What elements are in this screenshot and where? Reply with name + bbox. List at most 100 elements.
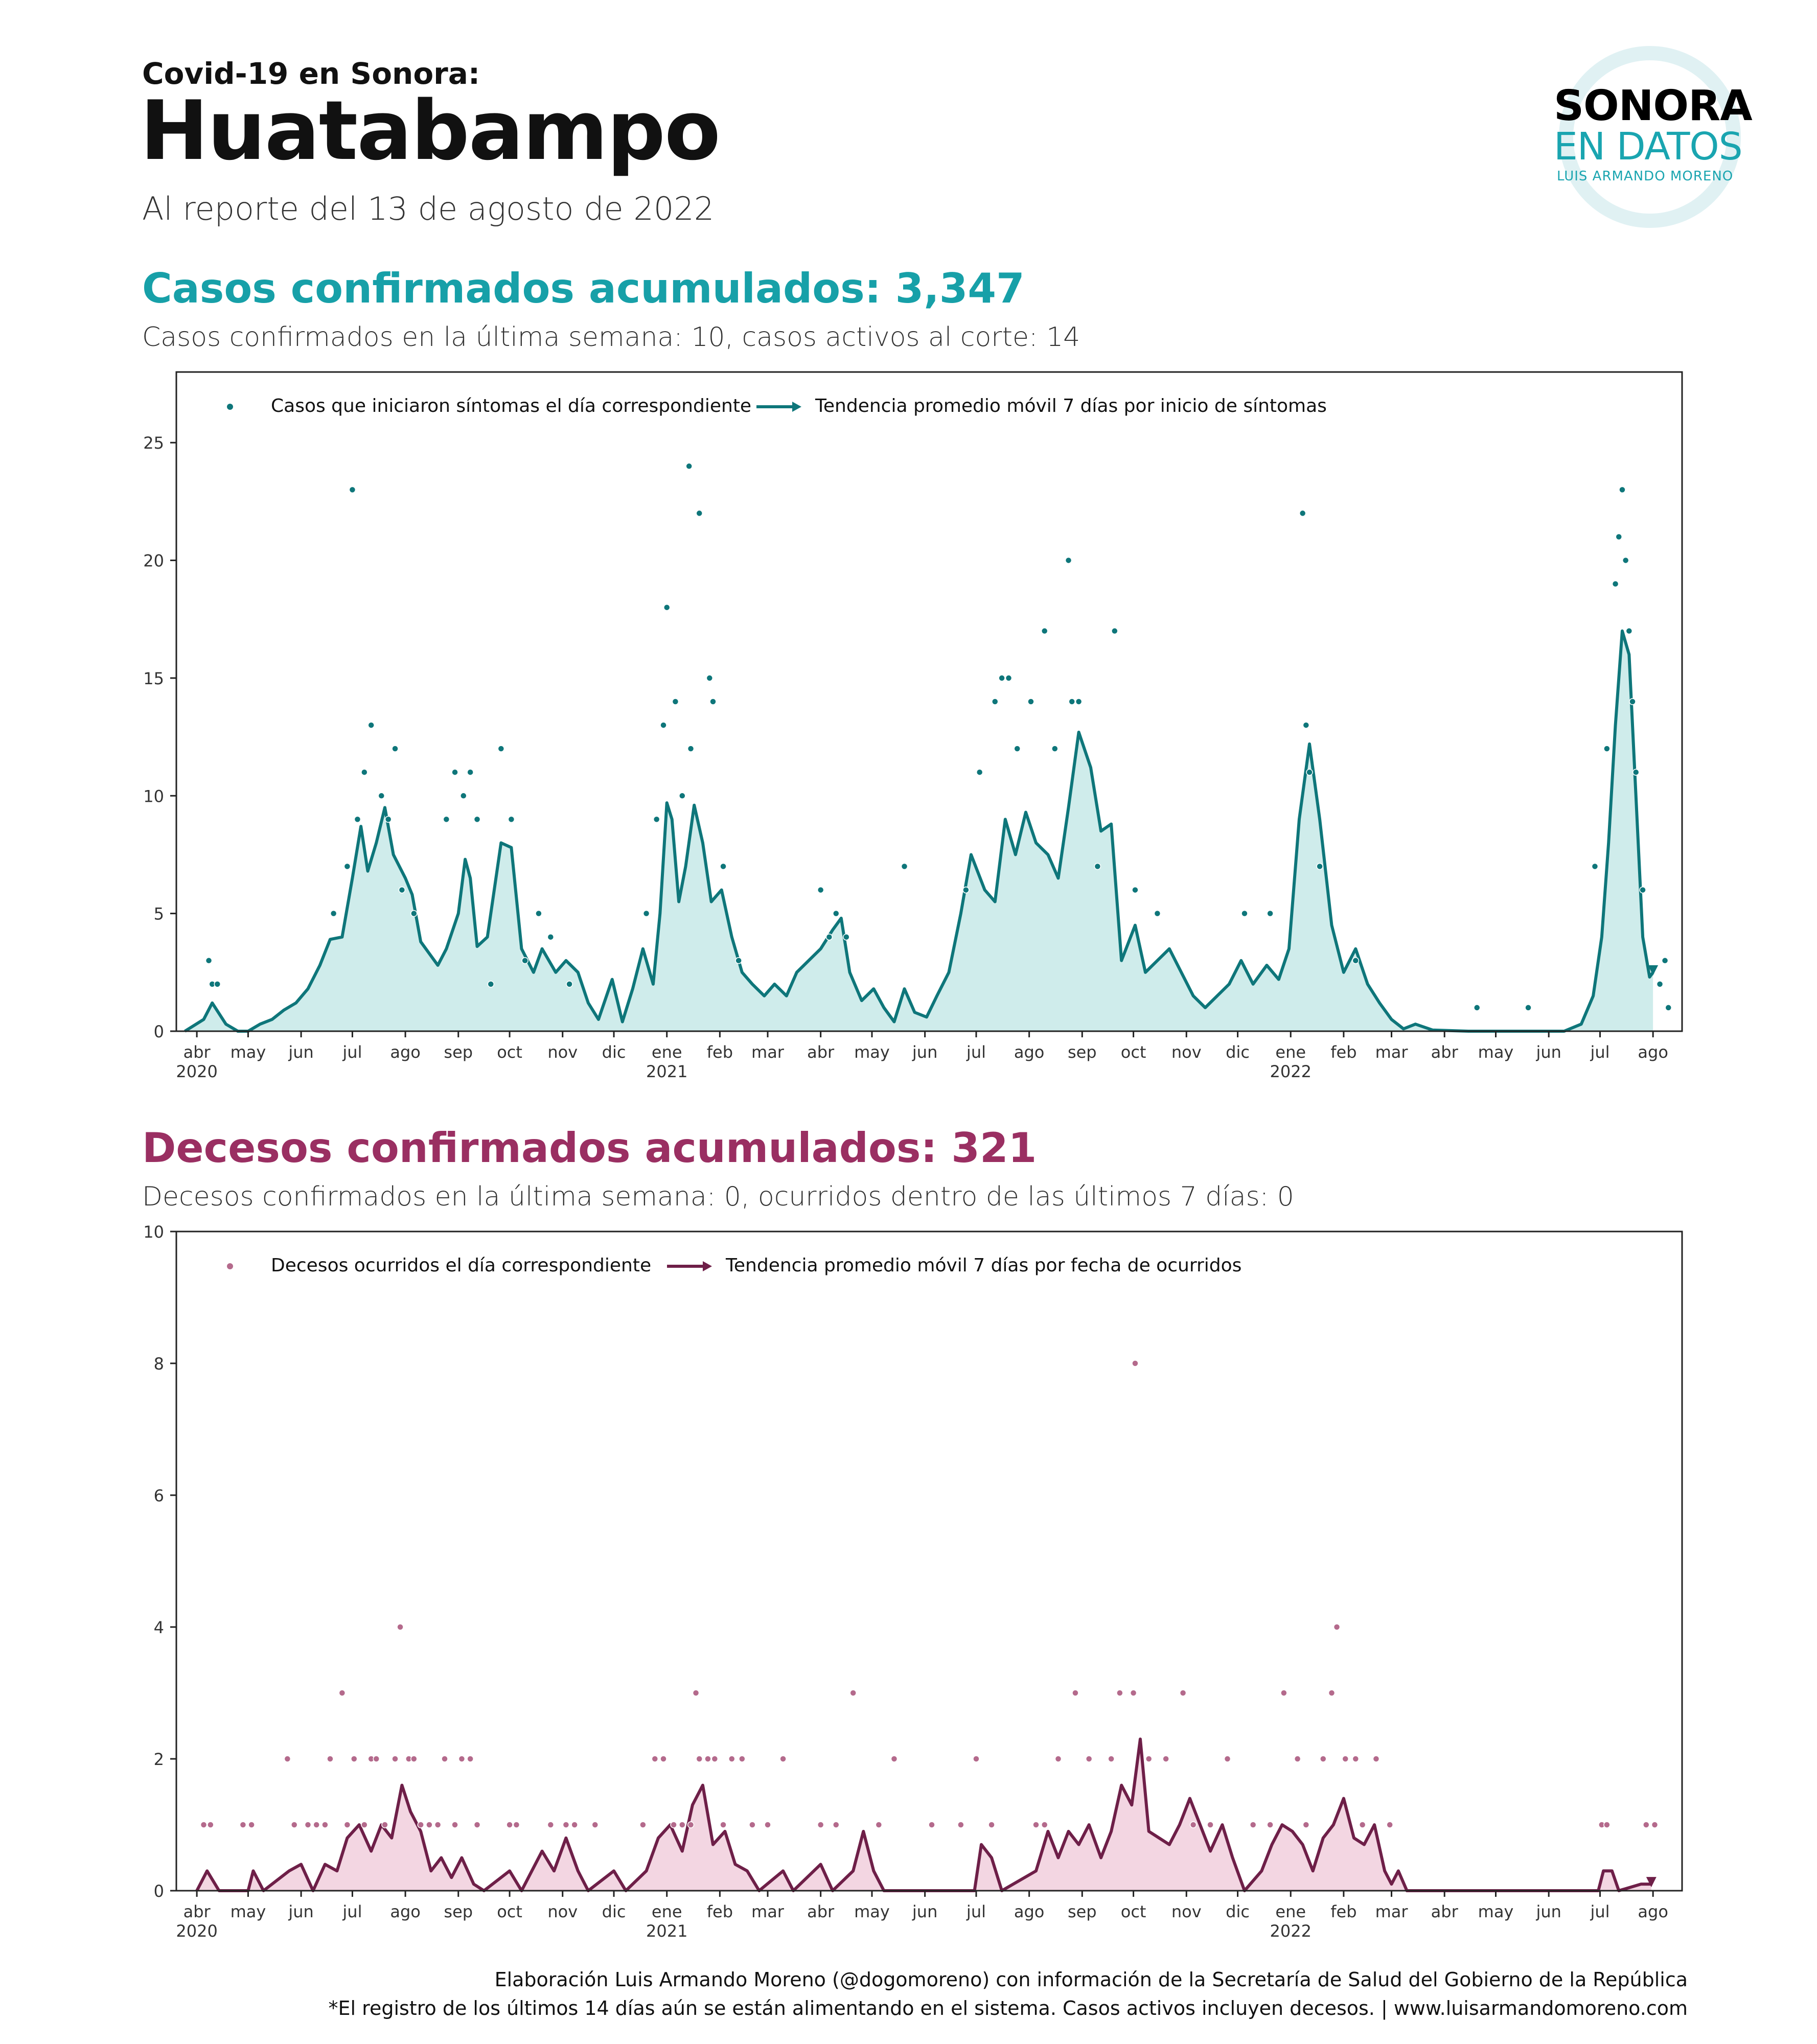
x-tick-label: nov: [547, 1042, 578, 1062]
x-tick-label: feb: [707, 1902, 733, 1921]
deaths-subtitle: Decesos confirmados en la última semana:…: [142, 1181, 1294, 1212]
data-point: [354, 816, 361, 823]
data-point: [1661, 957, 1669, 964]
data-point: [1132, 886, 1139, 894]
data-point: [591, 1821, 599, 1828]
data-point: [562, 1821, 570, 1828]
data-point: [779, 1755, 787, 1762]
x-tick-label: ago: [1638, 1902, 1668, 1921]
data-point: [728, 1755, 735, 1762]
legend-label-trend: Tendencia promedio móvil 7 días por fech…: [725, 1255, 1241, 1276]
data-point: [843, 933, 850, 941]
data-point: [467, 1755, 474, 1762]
x-tick-label: abr: [807, 1042, 835, 1062]
y-tick-label: 6: [154, 1486, 164, 1505]
data-point: [735, 957, 742, 964]
cases-trend-line: [184, 629, 1659, 1033]
x-tick-year: 2022: [1270, 1062, 1312, 1081]
data-point: [1603, 745, 1611, 752]
data-point: [1333, 1623, 1341, 1631]
x-tick-label: dic: [1226, 1902, 1250, 1921]
data-point: [1154, 910, 1161, 917]
data-point: [381, 1821, 388, 1828]
data-point: [321, 1821, 329, 1828]
data-point: [720, 1821, 727, 1828]
trend-area: [185, 631, 1653, 1031]
data-point: [487, 981, 495, 988]
legend-arrow-icon: [703, 1261, 712, 1271]
cases-legend: Casos que iniciaron síntomas el día corr…: [227, 396, 1327, 416]
data-point: [825, 933, 833, 941]
data-point: [434, 1821, 442, 1828]
data-point: [1306, 769, 1313, 776]
data-point: [304, 1821, 312, 1828]
y-tick-label: 25: [143, 433, 164, 453]
x-tick-label: ene: [652, 1042, 682, 1062]
x-tick-year: 2021: [646, 1062, 687, 1081]
cases-subtitle: Casos confirmados en la última semana: 1…: [142, 322, 1080, 353]
data-point: [687, 1821, 695, 1828]
data-point: [521, 957, 528, 964]
data-point: [513, 1821, 520, 1828]
data-point: [660, 722, 667, 729]
data-point: [1639, 886, 1646, 894]
x-tick-label: ene: [652, 1902, 682, 1921]
data-point: [571, 1821, 578, 1828]
data-point: [957, 1821, 964, 1828]
footer-note: *El registro de los últimos 14 días aún …: [328, 1997, 1688, 2019]
legend-label-trend: Tendencia promedio móvil 7 días por inic…: [815, 396, 1327, 416]
logo-line-3: LUIS ARMANDO MORENO: [1557, 169, 1734, 184]
data-point: [378, 792, 385, 800]
data-point: [205, 957, 213, 964]
x-tick-label: dic: [1226, 1042, 1250, 1062]
deaths-area-fill: [197, 1739, 1651, 1891]
data-point: [1299, 509, 1306, 517]
x-tick-year: 2021: [646, 1921, 687, 1941]
data-point: [1656, 981, 1664, 988]
x-tick-label: ene: [1275, 1902, 1306, 1921]
cases-area-fill: [185, 631, 1653, 1031]
data-point: [687, 745, 695, 752]
trend-arrow-icon: [1648, 965, 1659, 975]
x-tick-label: jun: [1535, 1902, 1561, 1921]
data-point: [653, 816, 660, 823]
data-point: [696, 509, 703, 517]
x-tick-label: sep: [1068, 1042, 1097, 1062]
x-tick-label: ene: [1275, 1042, 1306, 1062]
data-point: [566, 981, 573, 988]
data-point: [1665, 1004, 1672, 1011]
data-point: [1130, 1689, 1137, 1697]
data-point: [1591, 863, 1599, 870]
data-point: [1643, 1821, 1650, 1828]
x-tick-label: jul: [966, 1902, 986, 1921]
x-tick-label: may: [854, 1902, 890, 1921]
x-tick-year: 2020: [176, 1921, 217, 1941]
data-point: [1032, 1821, 1040, 1828]
data-point: [1316, 863, 1323, 870]
legend-arrow-icon: [792, 402, 801, 412]
data-point: [660, 1755, 667, 1762]
x-tick-label: jul: [966, 1042, 986, 1062]
data-point: [1629, 698, 1636, 705]
x-tick-label: jul: [1590, 1042, 1609, 1062]
x-tick-label: feb: [707, 1042, 733, 1062]
data-point: [248, 1821, 255, 1828]
x-tick-label: nov: [1171, 1902, 1202, 1921]
data-point: [343, 1821, 351, 1828]
x-tick-label: may: [854, 1042, 890, 1062]
data-point: [1615, 533, 1623, 541]
data-point: [1372, 1755, 1380, 1762]
data-point: [1027, 698, 1034, 705]
data-point: [397, 1623, 404, 1631]
data-point: [1108, 1755, 1115, 1762]
y-tick-label: 10: [143, 1222, 164, 1242]
data-point: [441, 1755, 448, 1762]
data-point: [962, 886, 970, 894]
data-point: [1132, 1360, 1139, 1367]
data-point: [200, 1821, 208, 1828]
data-point: [696, 1755, 703, 1762]
trend-line: [195, 1737, 1651, 1892]
data-point: [1612, 580, 1619, 588]
data-point: [460, 792, 467, 800]
